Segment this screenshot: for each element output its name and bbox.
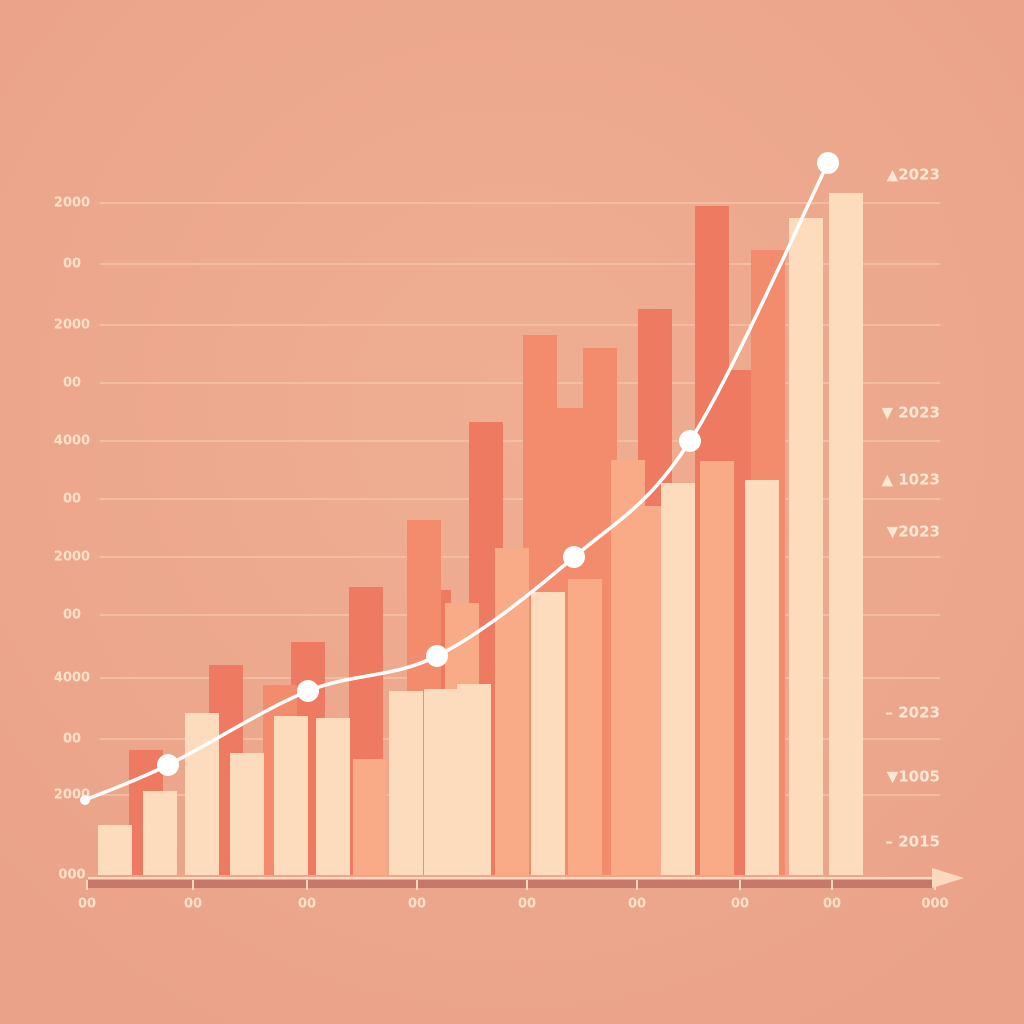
bar [185, 713, 219, 875]
line-point [817, 152, 839, 174]
x-tick-label: 000 [921, 897, 948, 912]
x-axis [88, 880, 933, 888]
y-tick-label: 4000 [54, 434, 90, 449]
y-tick-label: 00 [63, 608, 81, 623]
x-tick-label: 00 [298, 897, 316, 912]
annotation: ▲ 1023 [881, 471, 940, 489]
x-tick-label: 00 [78, 897, 96, 912]
x-tick-label: 00 [408, 897, 426, 912]
bar [661, 483, 695, 875]
annotation: ▼2023 [887, 523, 940, 541]
annotation: – 2023 [886, 704, 940, 722]
bar [389, 691, 423, 875]
line-point [563, 546, 585, 568]
bar [829, 193, 863, 875]
bar [274, 716, 308, 875]
bar [316, 718, 350, 875]
line-point [297, 680, 319, 702]
bar [611, 460, 645, 875]
annotation: – 2015 [886, 833, 940, 851]
x-tick-label: 00 [823, 897, 841, 912]
y-tick-label: 000 [58, 868, 85, 883]
y-tick-label: 00 [63, 732, 81, 747]
bar [745, 480, 779, 875]
x-tick-label: 00 [628, 897, 646, 912]
line-point [426, 645, 448, 667]
y-tick-label: 2000 [54, 196, 90, 211]
line-point [679, 430, 701, 452]
line-point [157, 754, 179, 776]
y-tick-label: 4000 [54, 671, 90, 686]
bar [700, 461, 734, 875]
annotation: ▼ 2023 [881, 404, 940, 422]
bar [789, 218, 823, 875]
annotation: ▲2023 [887, 166, 940, 184]
bar [230, 753, 264, 875]
y-tick-label: 00 [63, 492, 81, 507]
x-axis-arrow [932, 868, 964, 888]
bar [143, 791, 177, 875]
bar [353, 759, 387, 875]
x-tick-label: 00 [184, 897, 202, 912]
bar [98, 825, 132, 875]
y-tick-label: 00 [63, 257, 81, 272]
x-tick-label: 00 [518, 897, 536, 912]
y-tick-label: 2000 [54, 550, 90, 565]
x-tick-label: 00 [731, 897, 749, 912]
line-point [80, 795, 90, 805]
y-tick-label: 00 [63, 376, 81, 391]
bar [495, 548, 529, 875]
bar [424, 689, 458, 875]
bar [568, 579, 602, 875]
annotation: ▼1005 [887, 768, 940, 786]
y-tick-label: 2000 [54, 318, 90, 333]
bar [457, 684, 491, 875]
bar [531, 592, 565, 875]
trend-line [84, 162, 830, 802]
